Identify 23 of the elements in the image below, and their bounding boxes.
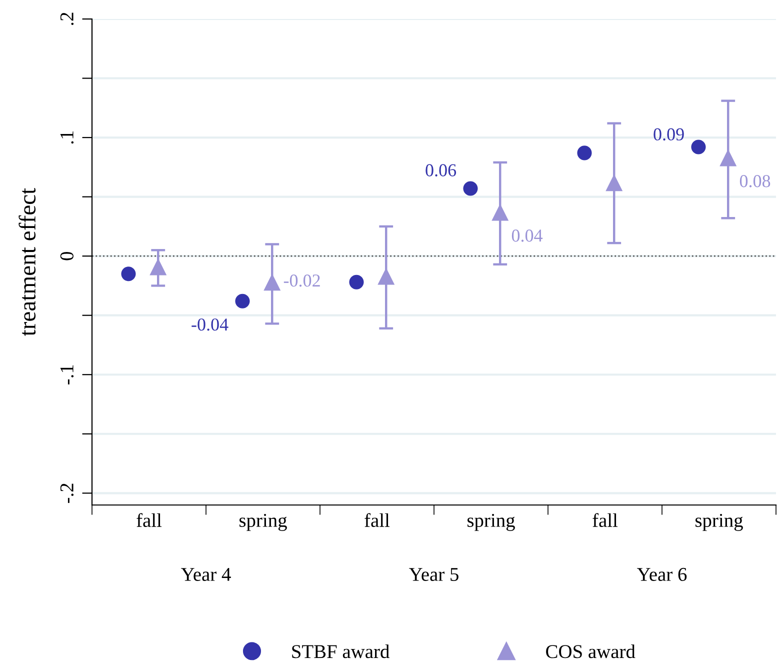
data-label: 0.06 bbox=[426, 164, 456, 176]
data-label: 0.08 bbox=[740, 175, 770, 188]
x-tick-label: spring bbox=[695, 514, 743, 531]
data-label: 0.04 bbox=[512, 230, 543, 242]
text: Year 4 bbox=[181, 568, 231, 581]
legend-label: STBF award bbox=[292, 644, 390, 658]
data-label: 0.09 bbox=[654, 128, 684, 141]
y-axis-title: treatment effect bbox=[18, 188, 36, 336]
data-label: -0.04 bbox=[192, 318, 228, 331]
legend-label: COS award bbox=[546, 644, 636, 658]
text: Year 6 bbox=[637, 568, 687, 581]
data-label: -0.02 bbox=[284, 274, 320, 287]
y-tick-label: .2 bbox=[60, 12, 74, 26]
y-tick-label: -.1 bbox=[60, 365, 74, 384]
y-tick-label: .1 bbox=[60, 131, 74, 144]
x-tick-label: fall bbox=[136, 513, 162, 528]
x-tick-label: spring bbox=[239, 514, 287, 531]
x-tick-label: fall bbox=[364, 513, 390, 528]
x-tick-label: fall bbox=[592, 513, 618, 528]
text: Year 5 bbox=[409, 568, 458, 581]
y-tick-label: -.2 bbox=[60, 484, 74, 503]
x-tick-label: spring bbox=[467, 514, 515, 531]
y-tick-label: 0 bbox=[60, 252, 74, 260]
